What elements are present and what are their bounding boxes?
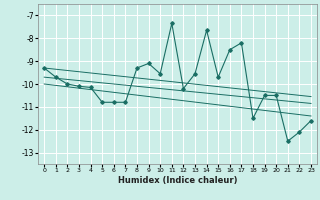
X-axis label: Humidex (Indice chaleur): Humidex (Indice chaleur)	[118, 176, 237, 185]
